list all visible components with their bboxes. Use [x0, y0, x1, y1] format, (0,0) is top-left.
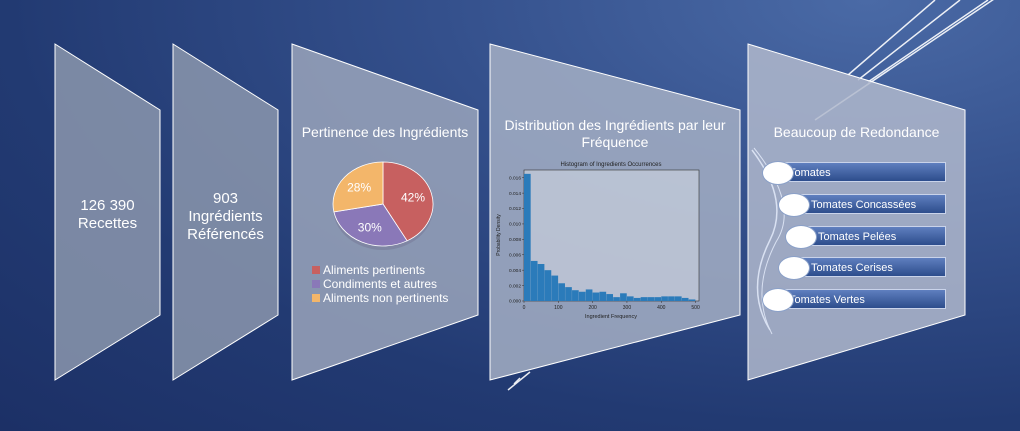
stage-2-line: Ingrédients — [188, 208, 263, 225]
y-tick-label: 0.004 — [509, 268, 521, 274]
y-tick-label: 0.002 — [509, 283, 521, 289]
list-item: Tomates Concassées — [798, 194, 946, 214]
x-tick-label: 400 — [657, 305, 666, 311]
list-item: Tomates Vertes — [780, 289, 946, 309]
histogram-bar — [640, 297, 648, 301]
histogram-bar — [544, 270, 552, 301]
histogram-bar — [681, 297, 689, 301]
list-item: Tomates Cerises — [798, 257, 946, 277]
histogram-bar — [565, 287, 572, 301]
y-tick-label: 0.000 — [509, 299, 521, 305]
x-tick-label: 300 — [623, 305, 632, 311]
histogram-bar — [654, 297, 662, 301]
stage-2-text: 903 Ingrédients Référencés — [173, 190, 278, 244]
y-tick-label: 0.006 — [509, 252, 521, 258]
legend-label: Aliments pertinents — [323, 263, 426, 277]
histogram-bar — [599, 291, 607, 301]
legend-swatch — [312, 280, 320, 288]
histogram-bar — [674, 296, 682, 301]
list-bullet — [778, 193, 810, 217]
histogram-chart: Histogram of Ingredients Occurrences Ing… — [496, 162, 700, 320]
x-axis-label: Ingredient Frequency — [585, 314, 637, 320]
histogram-bar — [633, 297, 641, 301]
histogram-bar — [551, 275, 559, 301]
histogram-bar — [585, 289, 593, 301]
histogram-panel-title: Distribution des Ingrédients par leur Fr… — [504, 117, 726, 150]
x-tick-label: 200 — [588, 305, 597, 311]
histogram-bar — [524, 173, 531, 301]
list-bullet — [762, 288, 794, 312]
legend-label: Aliments non pertinents — [323, 291, 449, 305]
list-bullet — [778, 256, 810, 280]
histogram-bar — [620, 293, 627, 301]
stage-2-line: 903 — [212, 190, 239, 207]
histogram-bar — [578, 291, 586, 301]
list-bullet — [785, 225, 817, 249]
histogram-bar — [572, 290, 579, 301]
pie-slice — [333, 203, 408, 247]
legend-item: Aliments pertinents — [312, 263, 448, 277]
stage-1-line: 126 390 — [80, 197, 135, 214]
pie-slice — [382, 161, 434, 242]
pie-data-label: 28% — [347, 180, 371, 194]
y-tick-label: 0.016 — [509, 175, 521, 181]
y-axis-label: Probability Density — [496, 214, 502, 256]
pie-title: Pertinence des Ingrédients — [301, 124, 469, 140]
pie-data-label: 30% — [358, 221, 382, 235]
stage-1-line: Recettes — [77, 215, 138, 232]
legend-item: Aliments non pertinents — [312, 291, 448, 305]
legend-item: Condiments et autres — [312, 277, 448, 291]
pie-legend: Aliments pertinents Condiments et autres… — [312, 263, 448, 305]
x-tick-label: 500 — [691, 305, 700, 311]
stage-2-line: Référencés — [187, 226, 264, 243]
histogram-bar — [688, 299, 696, 301]
y-tick-label: 0.008 — [509, 237, 521, 243]
list-item: Tomates Pelées — [805, 226, 946, 246]
histogram-bar — [537, 264, 545, 301]
y-tick-label: 0.010 — [509, 222, 521, 228]
histogram-bar — [626, 296, 634, 301]
y-tick-label: 0.012 — [509, 206, 521, 212]
x-tick-label: 100 — [554, 305, 563, 311]
histogram-bar — [661, 296, 668, 301]
legend-swatch — [312, 294, 320, 302]
histogram-bar — [647, 297, 655, 301]
histogram-bar — [668, 296, 675, 301]
pie-chart: 42% 30% 28% — [332, 161, 434, 250]
histogram-bar — [592, 292, 600, 301]
pie-slice — [332, 161, 384, 213]
chart-title: Histogram of Ingredients Occurrences — [560, 162, 661, 168]
histogram-bar — [558, 283, 565, 301]
redondance-title: Beaucoup de Redondance — [773, 124, 940, 140]
list-bullet — [762, 161, 794, 185]
histogram-bar — [530, 260, 538, 301]
y-tick-label: 0.014 — [509, 191, 521, 197]
stage-1-text: 126 390 Recettes — [55, 197, 160, 233]
list-item: Tomates — [780, 162, 946, 182]
legend-swatch — [312, 266, 320, 274]
histogram-bar — [613, 297, 620, 301]
pie-data-label: 42% — [401, 191, 425, 205]
histogram-bar — [606, 294, 614, 301]
x-tick-label: 0 — [523, 305, 526, 311]
legend-label: Condiments et autres — [323, 277, 438, 291]
